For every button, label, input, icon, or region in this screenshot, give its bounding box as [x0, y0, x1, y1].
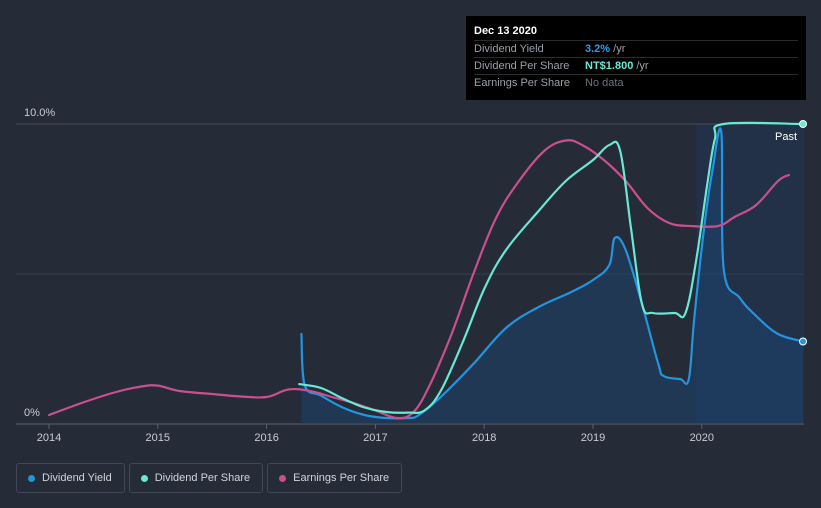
- y-tick-label-zero: 0%: [24, 407, 40, 419]
- tooltip-label: Dividend Yield: [474, 43, 544, 55]
- y-tick-label-top: 10.0%: [24, 107, 55, 119]
- series-area-dividend-yield: [301, 128, 803, 424]
- tooltip-value: NT$1.800: [585, 60, 634, 72]
- tooltip-unit: /yr: [633, 60, 649, 72]
- x-tick-label: 2020: [690, 432, 714, 444]
- tooltip-row-dividend-per-share: Dividend Per Share NT$1.800 /yr: [474, 57, 798, 74]
- tooltip-no-data: No data: [585, 77, 624, 89]
- tooltip-unit: /yr: [610, 43, 626, 55]
- legend-dot-icon: [28, 474, 35, 482]
- legend-earnings-per-share[interactable]: Earnings Per Share: [267, 463, 403, 493]
- x-tick-label: 2014: [37, 432, 61, 444]
- series-end-marker-dividend-per-share: [799, 120, 807, 128]
- legend: Dividend Yield Dividend Per Share Earnin…: [16, 463, 403, 493]
- x-axis-ticks: 2014 2015 2016 2017 2018 2019 2020: [37, 424, 714, 444]
- tooltip-row-earnings-per-share: Earnings Per Share No data: [474, 74, 798, 91]
- legend-label: Dividend Per Share: [154, 472, 251, 484]
- series-line-dividend-yield: [300, 127, 805, 420]
- legend-dividend-per-share[interactable]: Dividend Per Share: [128, 463, 264, 493]
- tooltip-date: Dec 13 2020: [474, 25, 537, 37]
- tooltip-value: 3.2%: [585, 43, 611, 55]
- series-end-marker-dividend-yield: [799, 337, 807, 346]
- past-label: Past: [775, 131, 797, 143]
- x-tick-label: 2019: [581, 432, 605, 444]
- x-tick-label: 2018: [472, 432, 496, 444]
- x-tick-label: 2017: [363, 432, 387, 444]
- tooltip: Dec 13 2020 Dividend Yield 3.2% /yr Divi…: [466, 16, 806, 100]
- legend-dot-icon: [140, 474, 148, 482]
- series-layer: [47, 120, 807, 424]
- legend-label: Dividend Yield: [42, 472, 112, 484]
- series-line-earnings-per-share: [47, 139, 790, 420]
- legend-dot-icon: [279, 474, 287, 482]
- x-tick-label: 2016: [254, 432, 278, 444]
- tooltip-row-dividend-yield: Dividend Yield 3.2% /yr: [474, 40, 798, 57]
- tooltip-label: Earnings Per Share: [474, 77, 570, 89]
- x-tick-label: 2015: [146, 432, 170, 444]
- tooltip-label: Dividend Per Share: [474, 60, 570, 72]
- series-line-dividend-per-share: [298, 121, 805, 414]
- legend-dividend-yield[interactable]: Dividend Yield: [16, 463, 125, 493]
- legend-label: Earnings Per Share: [293, 472, 390, 484]
